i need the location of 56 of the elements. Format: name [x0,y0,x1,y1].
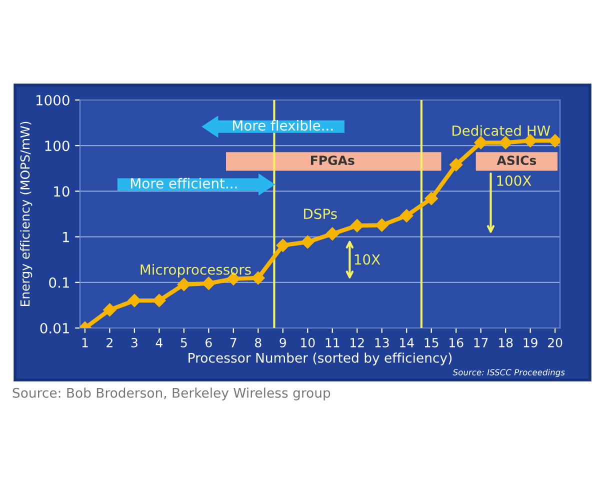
x-tick-label: 15 [424,338,438,348]
annotation: DSPs [304,208,337,220]
point [128,294,142,308]
y-tick-label: 0.01 [40,322,69,334]
x-tick-label: 8 [255,338,262,348]
annotation: Dedicated HW [452,125,550,136]
point [326,227,339,240]
x-tick-label: 16 [450,338,464,348]
y-tick-label: 100 [45,140,70,152]
point [424,192,438,206]
point [474,136,488,150]
x-tick-label: 1 [82,338,88,348]
point [252,271,265,285]
point [350,219,364,232]
point [449,158,463,172]
x-tick-label: 20 [548,338,562,348]
x-tick-label: 6 [206,338,212,348]
annotation: ASICs [496,156,536,166]
annotation: 10X [354,254,380,265]
y-tick-label: 10 [54,186,70,197]
annotation: 100X [497,175,532,186]
point [152,294,166,308]
x-tick-label: 3 [131,338,138,348]
point [375,218,388,232]
x-tick-label: 2 [106,338,112,348]
x-tick-label: 17 [474,338,488,348]
point [202,276,216,290]
annotation: Microprocessors [140,264,251,278]
point [548,134,560,148]
annotation: More flexible... [233,120,333,131]
x-tick-label: 9 [280,338,286,348]
x-tick-label: 4 [156,338,162,348]
source-note: Source: ISSCC Proceedings [452,368,565,378]
point [177,278,191,292]
x-tick-label: 7 [230,338,236,348]
x-tick-label: 10 [301,338,315,348]
y-tick-label: 0.1 [49,277,69,288]
annotation: More efficient... [131,178,237,189]
x-tick-label: 19 [524,338,538,348]
source-note: Source: Bob Broderson, Berkeley Wireless group [12,388,330,400]
point [301,235,314,249]
y-tick-label: 1000 [36,94,70,106]
x-tick-label: 11 [326,338,340,348]
x-tick-label: 12 [350,338,364,348]
x-tick-label: 18 [498,338,513,348]
point [400,209,414,222]
annotation: FPGAs [310,156,354,166]
point [103,303,116,316]
point [498,136,512,150]
x-axis-title: Processor Number (sorted by efficiency) [188,352,452,366]
y-axis-title: Energy efficiency (MOPS/mW) [20,122,32,306]
x-tick-label: 13 [375,338,389,348]
x-tick-label: 14 [400,338,414,348]
y-tick-label: 1 [62,232,69,242]
x-tick-label: 5 [180,338,187,348]
point [276,238,290,252]
